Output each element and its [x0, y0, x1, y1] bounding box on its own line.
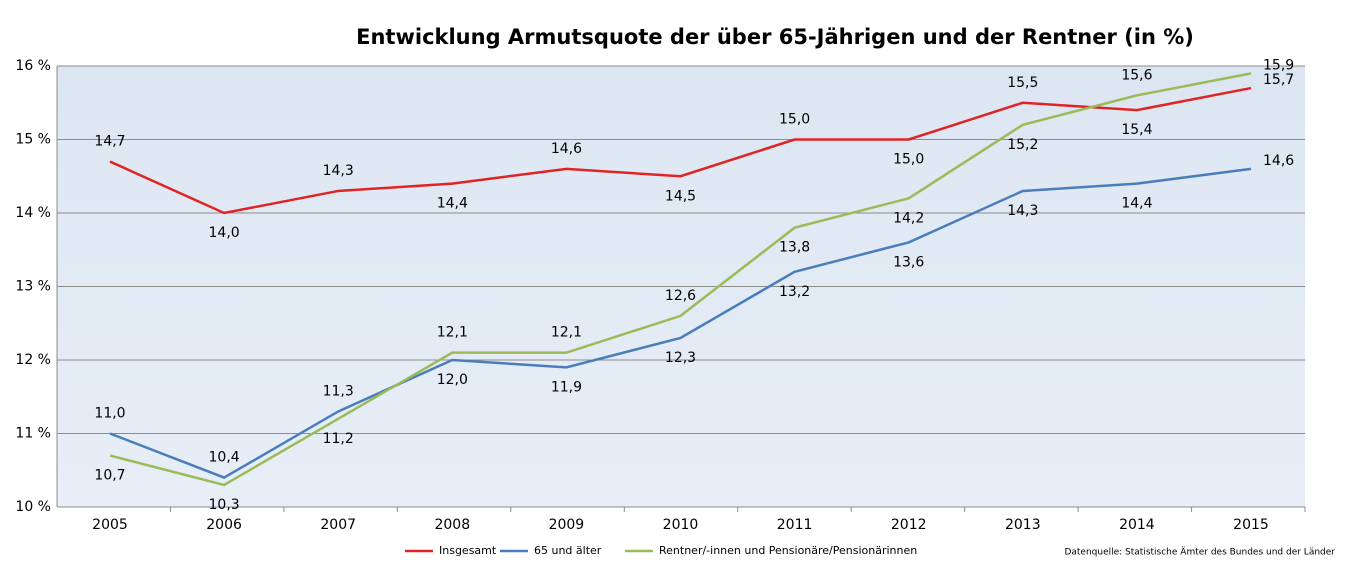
data-label: 12,3 [665, 350, 696, 366]
y-tick-label: 14 % [15, 205, 51, 221]
x-tick-label: 2009 [549, 517, 585, 533]
data-label: 14,3 [1007, 203, 1038, 219]
y-tick-label: 13 % [15, 279, 51, 295]
data-label: 14,6 [551, 141, 582, 157]
data-label: 14,2 [893, 210, 924, 226]
data-label: 11,0 [94, 406, 125, 422]
x-tick-label: 2005 [92, 517, 128, 533]
source-note: Datenquelle: Statistische Ämter des Bund… [1064, 547, 1335, 558]
data-label: 15,0 [893, 152, 924, 168]
data-label: 12,1 [551, 325, 582, 341]
data-label: 12,1 [437, 325, 468, 341]
y-tick-label: 10 % [15, 499, 51, 515]
y-tick-label: 11 % [15, 426, 51, 442]
data-label: 10,3 [209, 497, 240, 513]
data-label: 14,4 [1121, 196, 1152, 212]
data-label: 15,5 [1007, 75, 1038, 91]
y-tick-label: 12 % [15, 352, 51, 368]
data-label: 14,4 [437, 196, 468, 212]
data-label: 15,6 [1121, 67, 1152, 83]
data-label: 15,4 [1121, 122, 1152, 138]
x-tick-label: 2007 [320, 517, 356, 533]
data-label: 15,7 [1263, 72, 1294, 88]
data-label: 14,0 [209, 225, 240, 241]
y-tick-label: 16 % [15, 58, 51, 74]
data-label: 14,5 [665, 188, 696, 204]
data-label: 12,0 [437, 372, 468, 388]
data-label: 12,6 [665, 288, 696, 304]
data-label: 11,3 [323, 383, 354, 399]
legend-label: Insgesamt [439, 544, 497, 557]
x-tick-label: 2006 [206, 517, 242, 533]
data-label: 11,9 [551, 379, 582, 395]
legend-label: Rentner/-innen und Pensionäre/Pensionäri… [659, 544, 917, 557]
data-label: 14,3 [323, 163, 354, 179]
data-label: 15,9 [1263, 57, 1294, 73]
x-tick-label: 2014 [1119, 517, 1155, 533]
data-label: 13,6 [893, 254, 924, 270]
chart-title: Entwicklung Armutsquote der über 65-Jähr… [356, 25, 1194, 49]
series-line [109, 72, 1252, 487]
series-line [109, 86, 1252, 215]
data-label: 15,0 [779, 112, 810, 128]
x-tick-label: 2008 [434, 517, 470, 533]
x-tick-label: 2012 [891, 517, 927, 533]
x-tick-label: 2010 [663, 517, 699, 533]
data-label: 14,6 [1263, 153, 1294, 169]
data-label: 10,7 [94, 468, 125, 484]
legend-label: 65 und älter [534, 544, 602, 557]
data-label: 10,4 [209, 450, 240, 466]
series-line [109, 167, 1252, 479]
x-tick-label: 2011 [777, 517, 813, 533]
x-tick-label: 2013 [1005, 517, 1041, 533]
data-label: 15,2 [1007, 137, 1038, 153]
data-label: 11,2 [323, 431, 354, 447]
x-tick-label: 2015 [1233, 517, 1269, 533]
y-tick-label: 15 % [15, 132, 51, 148]
data-label: 13,8 [779, 240, 810, 256]
data-label: 13,2 [779, 284, 810, 300]
data-label: 14,7 [94, 134, 125, 150]
